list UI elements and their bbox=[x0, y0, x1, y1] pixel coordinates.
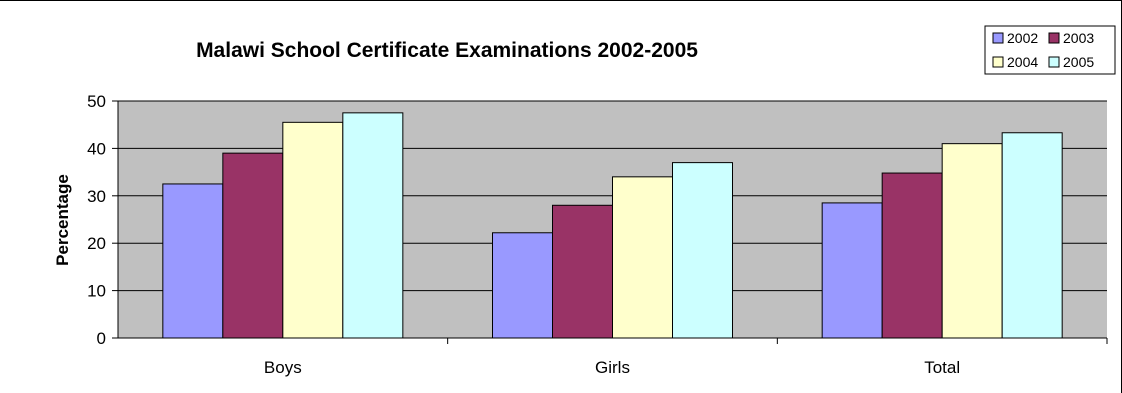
y-tick-label: 30 bbox=[87, 187, 106, 206]
bar-2005-boys bbox=[342, 112, 404, 339]
y-tick-labels: 0 10 20 30 40 50 bbox=[87, 92, 106, 348]
bar-2004-total bbox=[941, 143, 1003, 339]
y-tick-label: 50 bbox=[87, 92, 106, 111]
bar-2003-girls bbox=[552, 204, 613, 339]
legend-label-2002: 2002 bbox=[1007, 30, 1038, 46]
legend-label-2004: 2004 bbox=[1007, 54, 1038, 70]
legend-label-2005: 2005 bbox=[1063, 54, 1094, 70]
bar-2002-boys bbox=[162, 183, 224, 339]
x-tick-label: Boys bbox=[264, 358, 302, 377]
bar-2004-girls bbox=[612, 176, 673, 339]
bar-2003-total bbox=[881, 172, 943, 339]
y-axis-label: Percentage bbox=[53, 174, 72, 266]
bar-2003-boys bbox=[222, 152, 284, 339]
chart-title: Malawi School Certificate Examinations 2… bbox=[196, 39, 698, 62]
y-tick-label: 10 bbox=[87, 282, 106, 301]
y-tick-label: 20 bbox=[87, 234, 106, 253]
bar-2002-girls bbox=[492, 232, 553, 339]
x-tick-labels: Boys Girls Total bbox=[264, 358, 960, 377]
bar-2005-total bbox=[1001, 132, 1063, 339]
axes bbox=[112, 100, 1108, 344]
y-tick-label: 0 bbox=[97, 329, 106, 348]
legend-swatch-2004 bbox=[992, 56, 1004, 68]
legend-swatch-2002 bbox=[992, 32, 1004, 44]
bar-2005-girls bbox=[672, 162, 733, 339]
legend: 2002 2003 2004 2005 bbox=[984, 25, 1116, 75]
bar-2002-total bbox=[821, 202, 883, 339]
legend-swatch-2005 bbox=[1048, 56, 1060, 68]
y-tick-label: 40 bbox=[87, 139, 106, 158]
x-tick-label: Total bbox=[924, 358, 960, 377]
legend-label-2003: 2003 bbox=[1063, 30, 1094, 46]
bar-2004-boys bbox=[282, 121, 344, 339]
x-tick-label: Girls bbox=[595, 358, 630, 377]
legend-swatch-2003 bbox=[1048, 32, 1060, 44]
bars bbox=[162, 112, 1063, 339]
